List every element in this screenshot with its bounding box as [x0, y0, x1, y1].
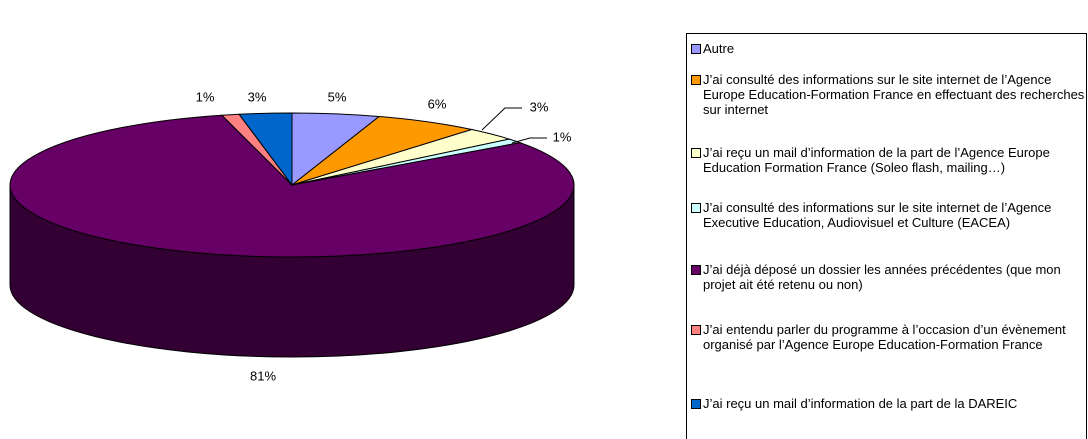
legend-item: J’ai reçu un mail d’information de la pa… [691, 145, 1088, 175]
leader-line [511, 137, 547, 144]
data-label: 81% [250, 368, 276, 383]
legend-label: J’ai consulté des informations sur le si… [703, 72, 1085, 117]
data-label: 3% [248, 89, 267, 104]
legend-swatch [691, 399, 701, 409]
legend-item: J’ai reçu un mail d’information de la pa… [691, 396, 1088, 411]
legend-label: J’ai entendu parler du programme à l’occ… [703, 322, 1066, 352]
data-label: 1% [196, 89, 215, 104]
data-label: 3% [530, 99, 549, 114]
legend-item: J’ai déjà déposé un dossier les années p… [691, 262, 1088, 292]
legend-swatch [691, 75, 701, 85]
legend-swatch [691, 148, 701, 158]
legend-label: J’ai reçu un mail d’information de la pa… [703, 145, 1050, 175]
legend-swatch [691, 325, 701, 335]
legend-label: J’ai reçu un mail d’information de la pa… [703, 396, 1018, 411]
leader-line [481, 107, 522, 131]
legend-label: J’ai consulté des informations sur le si… [703, 200, 1052, 230]
legend: Autre J’ai consulté des informations sur … [686, 33, 1087, 439]
data-label: 6% [428, 96, 447, 111]
legend-label: Autre [703, 41, 735, 56]
legend-swatch [691, 265, 701, 275]
legend-swatch [691, 203, 701, 213]
pie-area: 5% 6% 3% 1% 81% 1% 3% [9, 89, 575, 383]
legend-item: Autre [691, 41, 1088, 56]
legend-item: J’ai entendu parler du programme à l’occ… [691, 322, 1088, 352]
pie-slice [9, 114, 575, 258]
data-label: 1% [553, 129, 572, 144]
data-label: 5% [328, 89, 347, 104]
pie-slice [238, 112, 293, 187]
legend-swatch [691, 44, 701, 54]
legend-item: J’ai consulté des informations sur le si… [691, 200, 1088, 230]
legend-item: J’ai consulté des informations sur le si… [691, 72, 1088, 117]
legend-label: J’ai déjà déposé un dossier les années p… [703, 262, 1061, 292]
